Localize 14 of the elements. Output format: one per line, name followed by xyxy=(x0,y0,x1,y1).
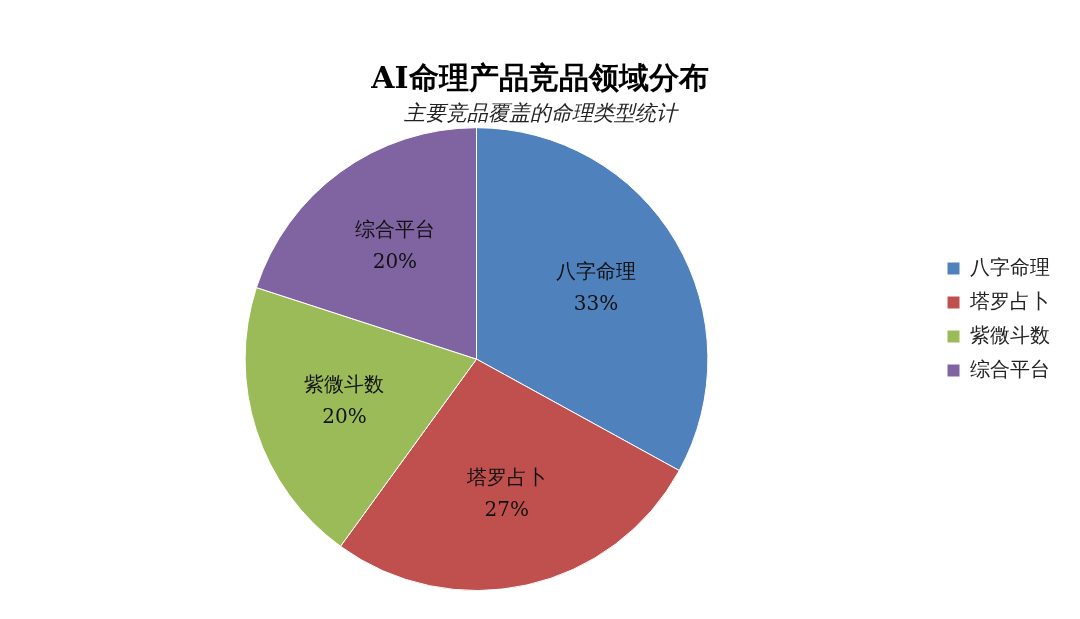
chart-title: AI命理产品竞品领域分布 xyxy=(370,59,709,95)
data-label: 33% xyxy=(573,290,619,315)
legend-label: 紫微斗数 xyxy=(970,322,1050,347)
data-label: 20% xyxy=(372,248,418,273)
slice-label: 紫微斗数 xyxy=(304,372,385,397)
data-label: 20% xyxy=(322,404,367,429)
slice-label: 八字命理 xyxy=(556,258,637,283)
legend-label: 塔罗占卜 xyxy=(969,288,1050,313)
slice-label: 综合平台 xyxy=(354,216,435,241)
legend-label: 综合平台 xyxy=(970,356,1050,381)
legend-label: 八字命理 xyxy=(970,254,1050,279)
slice-label: 塔罗占卜 xyxy=(465,464,547,489)
chart-subtitle: 主要竞品覆盖的命理类型统计 xyxy=(403,101,679,126)
data-label: 27% xyxy=(484,496,530,521)
